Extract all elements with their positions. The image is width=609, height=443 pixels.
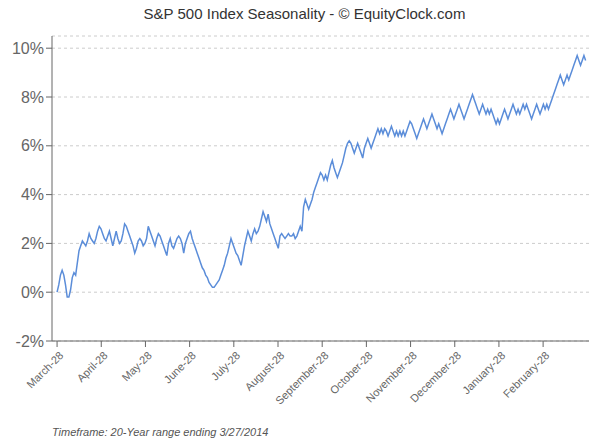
html-text:Timeframe: 20-Year range endin: Timeframe: 20-Year range ending 3/27/201… — [52, 426, 269, 438]
svg-text:December-28: December-28 — [408, 349, 464, 405]
svg-text:November-28: November-28 — [363, 349, 419, 405]
svg-text:October-28: October-28 — [327, 349, 374, 396]
svg-text:2%: 2% — [21, 235, 44, 252]
svg-text:6%: 6% — [21, 137, 44, 154]
svg-text:10%: 10% — [12, 40, 44, 57]
svg-text:January-28: January-28 — [460, 349, 507, 396]
svg-text:March-28: March-28 — [24, 349, 65, 390]
svg-text:4%: 4% — [21, 186, 44, 203]
svg-text:May-28: May-28 — [119, 349, 153, 383]
svg-text:February-28: February-28 — [501, 349, 552, 400]
svg-text:-2%: -2% — [16, 333, 44, 350]
svg-text:April-28: April-28 — [74, 349, 109, 384]
svg-text:August-28: August-28 — [243, 349, 287, 393]
svg-text:8%: 8% — [21, 89, 44, 106]
svg-text:July-28: July-28 — [209, 349, 243, 383]
svg-text:0%: 0% — [21, 284, 44, 301]
svg-text:June-28: June-28 — [162, 349, 199, 386]
html-text:S&P 500 Index Seasonality - ©: S&P 500 Index Seasonality - © EquityCloc… — [143, 5, 466, 22]
svg-text:September-28: September-28 — [273, 349, 331, 407]
